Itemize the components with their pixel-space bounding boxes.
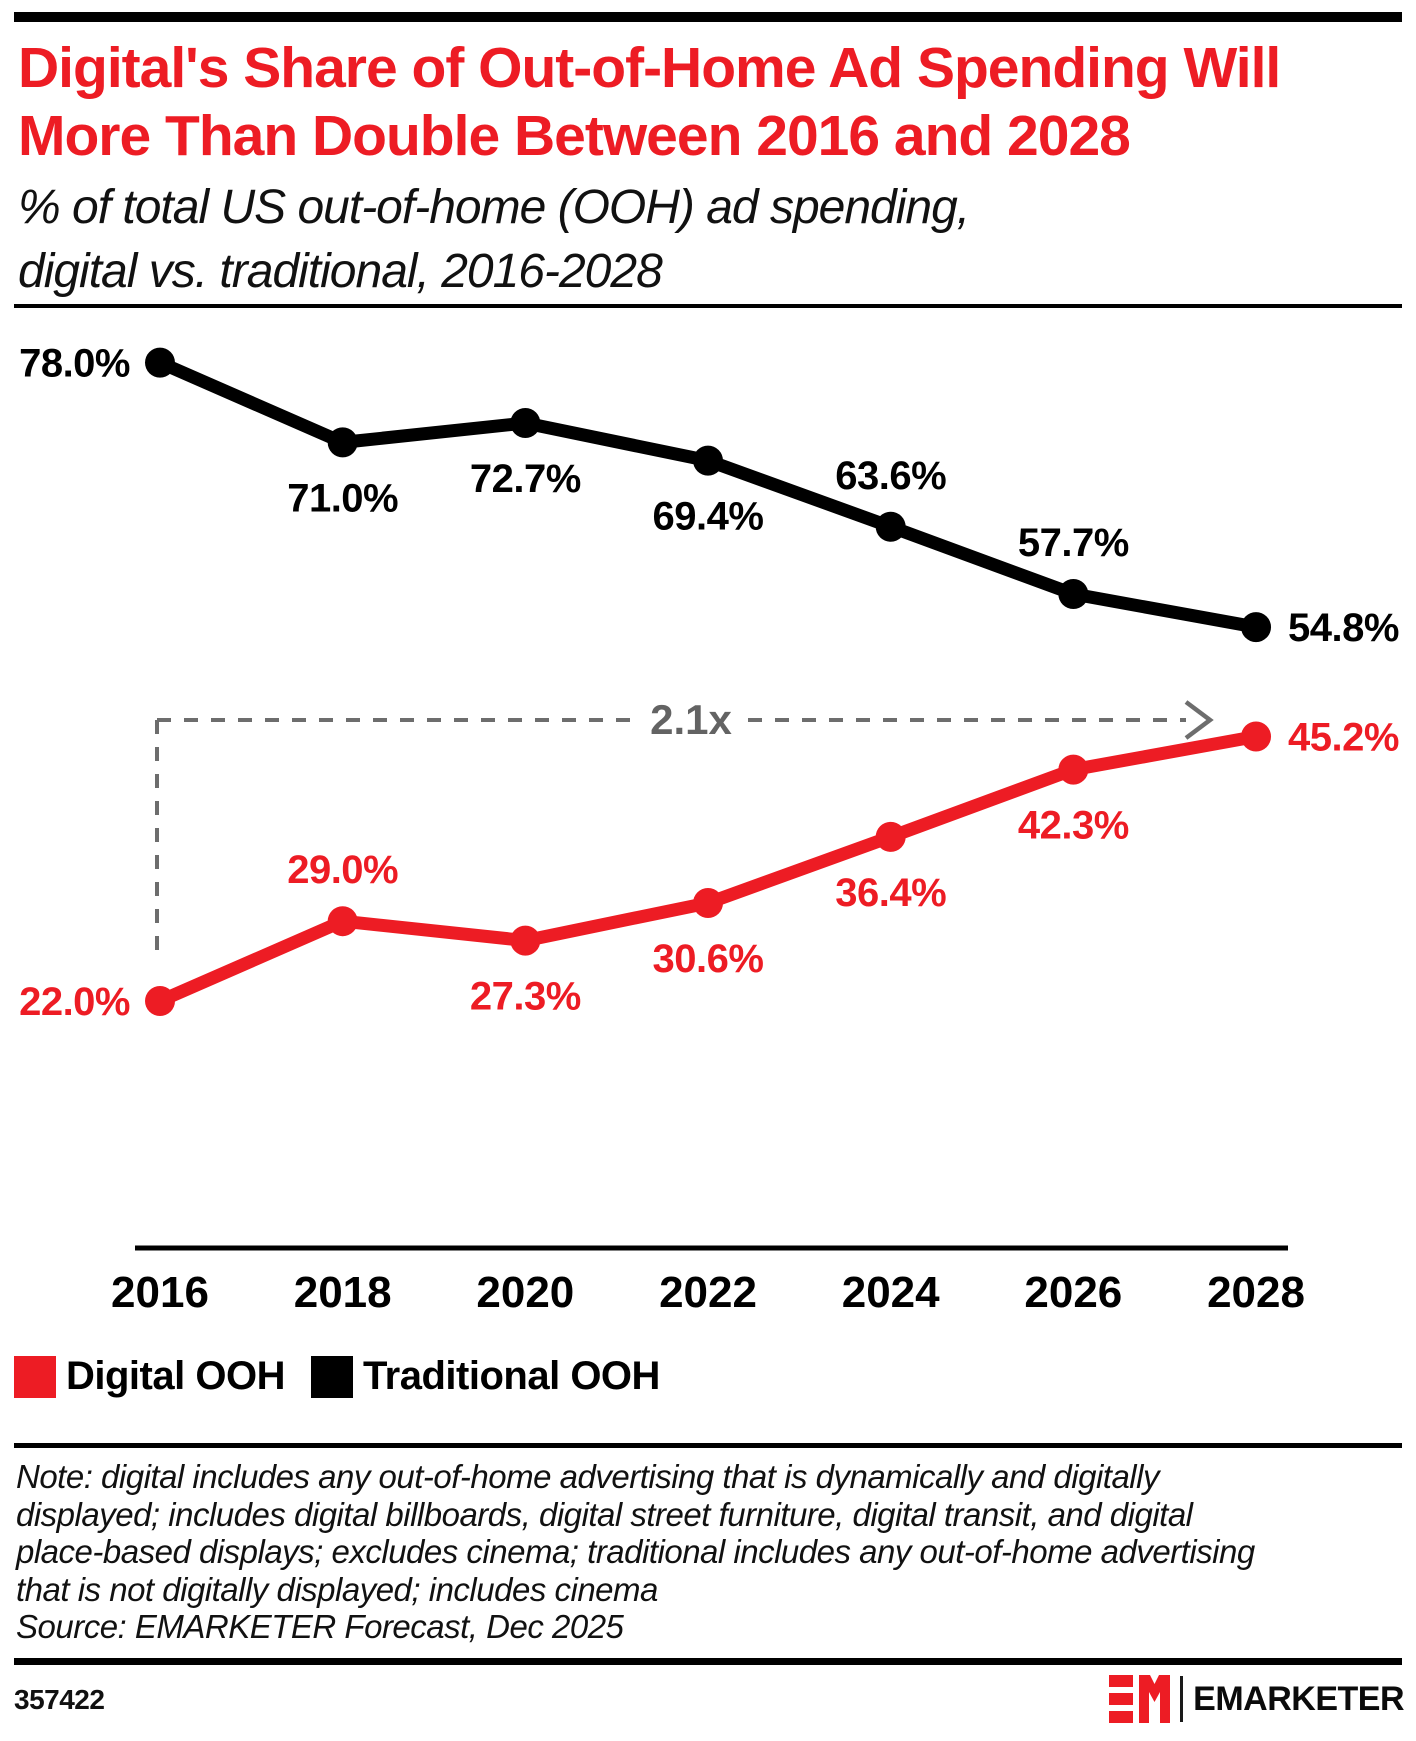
x-tick-2028: 2028 [1207, 1268, 1305, 1317]
page-subtitle-line1: % of total US out-of-home (OOH) ad spend… [18, 181, 970, 234]
data-point-traditional-ooh-2020 [510, 408, 541, 439]
x-tick-2020: 2020 [476, 1268, 574, 1317]
note-line: Note: digital includes any out-of-home a… [16, 1458, 1159, 1495]
emarketer-logo: EMARKETER [1109, 1674, 1404, 1724]
legend-label-digital: Digital OOH [66, 1354, 285, 1398]
data-point-digital-ooh-2020 [510, 925, 541, 956]
data-point-traditional-ooh-2026 [1058, 579, 1089, 610]
header-divider [14, 304, 1402, 308]
em-monogram-icon [1109, 1675, 1171, 1723]
data-point-digital-ooh-2024 [875, 821, 906, 852]
data-label-digital-ooh-2022: 30.6% [653, 937, 764, 981]
arrow-right-icon [1184, 700, 1214, 740]
data-point-traditional-ooh-2028 [1241, 612, 1272, 643]
note-line: displayed; includes digital billboards, … [16, 1495, 1193, 1533]
data-point-digital-ooh-2018 [327, 906, 358, 937]
data-label-digital-ooh-2018: 29.0% [287, 848, 398, 892]
data-label-digital-ooh-2020: 27.3% [470, 975, 581, 1019]
data-point-traditional-ooh-2016 [145, 347, 175, 378]
data-label-traditional-ooh-2024: 63.6% [835, 454, 946, 498]
note-divider [14, 1443, 1402, 1448]
footnote: Note: digital includes any out-of-home a… [16, 1458, 1255, 1646]
bottom-rule [14, 1658, 1402, 1665]
x-tick-2016: 2016 [111, 1268, 209, 1317]
legend-swatch-traditional [310, 1355, 353, 1398]
data-point-digital-ooh-2026 [1058, 754, 1089, 785]
page-subtitle-line2: digital vs. traditional, 2016-2028 [18, 245, 663, 298]
data-label-digital-ooh-2028: 45.2% [1288, 716, 1399, 760]
data-label-traditional-ooh-2020: 72.7% [470, 457, 581, 501]
logo-divider [1180, 1676, 1184, 1722]
data-label-digital-ooh-2024: 36.4% [835, 871, 946, 915]
data-label-traditional-ooh-2018: 71.0% [287, 476, 398, 520]
page-title-line1: Digital's Share of Out-of-Home Ad Spendi… [18, 36, 1281, 100]
data-point-digital-ooh-2028 [1241, 721, 1272, 752]
data-point-digital-ooh-2022 [693, 887, 724, 918]
data-point-traditional-ooh-2022 [693, 445, 724, 476]
note-line: that is not digitally displayed; include… [16, 1570, 658, 1608]
legend-item-traditional: Traditional OOH [310, 1354, 660, 1399]
data-point-traditional-ooh-2024 [875, 511, 906, 542]
data-label-traditional-ooh-2026: 57.7% [1018, 521, 1129, 565]
data-label-digital-ooh-2026: 42.3% [1018, 804, 1129, 848]
ooh-share-line-chart: 2.1x 2016 2018 2020 2022 2024 2026 2028 78.0% 71.… [19, 342, 1399, 1317]
data-label-traditional-ooh-2016: 78.0% [19, 342, 130, 386]
data-label-traditional-ooh-2022: 69.4% [653, 495, 764, 539]
legend-label-traditional: Traditional OOH [362, 1354, 660, 1398]
page-subtitle: % of total US out-of-home (OOH) ad spend… [18, 176, 970, 304]
page-title-line2: More Than Double Between 2016 and 2028 [18, 104, 1131, 168]
x-tick-2026: 2026 [1024, 1268, 1122, 1317]
chart-id-number: 357422 [14, 1684, 105, 1715]
logo-wordmark: EMARKETER [1193, 1679, 1404, 1718]
note-line: place-based displays; excludes cinema; t… [16, 1533, 1255, 1570]
data-label-digital-ooh-2016: 22.0% [19, 980, 130, 1024]
data-label-traditional-ooh-2028: 54.8% [1288, 606, 1399, 650]
x-tick-2018: 2018 [294, 1268, 392, 1317]
chart-legend: Digital OOH Traditional OOH [14, 1354, 660, 1399]
page-title: Digital's Share of Out-of-Home Ad Spendi… [18, 34, 1281, 170]
x-tick-2024: 2024 [842, 1268, 940, 1317]
legend-swatch-digital [14, 1355, 56, 1398]
source-line: Source: EMARKETER Forecast, Dec 2025 [16, 1608, 624, 1645]
x-tick-2022: 2022 [659, 1268, 757, 1317]
growth-annotation-label: 2.1x [650, 696, 732, 743]
legend-item-digital: Digital OOH [14, 1354, 285, 1399]
top-bar [14, 12, 1402, 22]
data-point-traditional-ooh-2018 [327, 427, 358, 458]
data-point-digital-ooh-2016 [145, 986, 175, 1016]
